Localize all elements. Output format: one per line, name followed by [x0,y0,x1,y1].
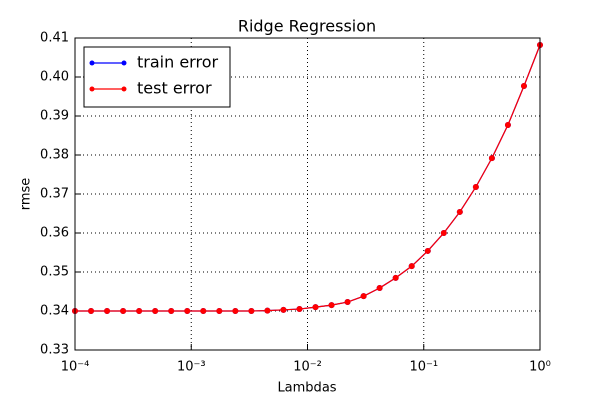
point [504,121,511,128]
point [376,284,383,291]
point [248,308,255,314]
x-tick-label: 10⁻¹ [409,360,438,375]
y-tick-label: 0.35 [40,265,69,280]
plot-frame [74,37,541,351]
point [104,308,111,314]
point [408,263,415,270]
point [136,308,143,314]
chart-title: Ridge Regression [238,17,376,36]
point [120,308,127,314]
y-tick-label: 0.33 [40,343,69,358]
point [488,155,495,162]
y-axis-label: rmse [19,178,34,211]
point [200,308,207,314]
point [264,307,271,314]
legend-label: train error [137,53,218,72]
legend-marker [89,86,95,92]
x-axis-label: Lambdas [277,381,336,396]
legend-label: test error [137,79,212,98]
point [296,306,303,313]
y-tick-label: 0.37 [40,187,69,202]
point [312,304,319,311]
point [280,306,287,313]
point [168,308,175,314]
y-tick-label: 0.40 [40,70,69,85]
point [152,308,159,314]
point [472,183,479,190]
point [216,308,223,314]
point [344,299,351,306]
point [456,208,463,215]
point [424,247,431,254]
x-tick-label: 10⁻² [293,360,322,375]
y-tick-label: 0.41 [40,31,69,46]
point [520,82,527,89]
x-tick-label: 10⁰ [529,360,551,375]
point [184,308,191,314]
point [328,302,335,309]
legend-box [83,46,231,108]
legend-marker [121,60,127,66]
y-tick-label: 0.38 [40,148,69,163]
y-tick-label: 0.39 [40,109,69,124]
y-tick-label: 0.34 [40,304,69,319]
legend-marker [121,86,127,92]
x-tick-label: 10⁻³ [177,360,206,375]
point [232,308,239,314]
point [360,293,367,300]
point [440,230,447,236]
y-tick-label: 0.36 [40,226,69,241]
point [88,308,95,314]
x-tick-label: 10⁻⁴ [61,360,90,375]
legend-marker [89,60,95,66]
point [392,274,399,281]
